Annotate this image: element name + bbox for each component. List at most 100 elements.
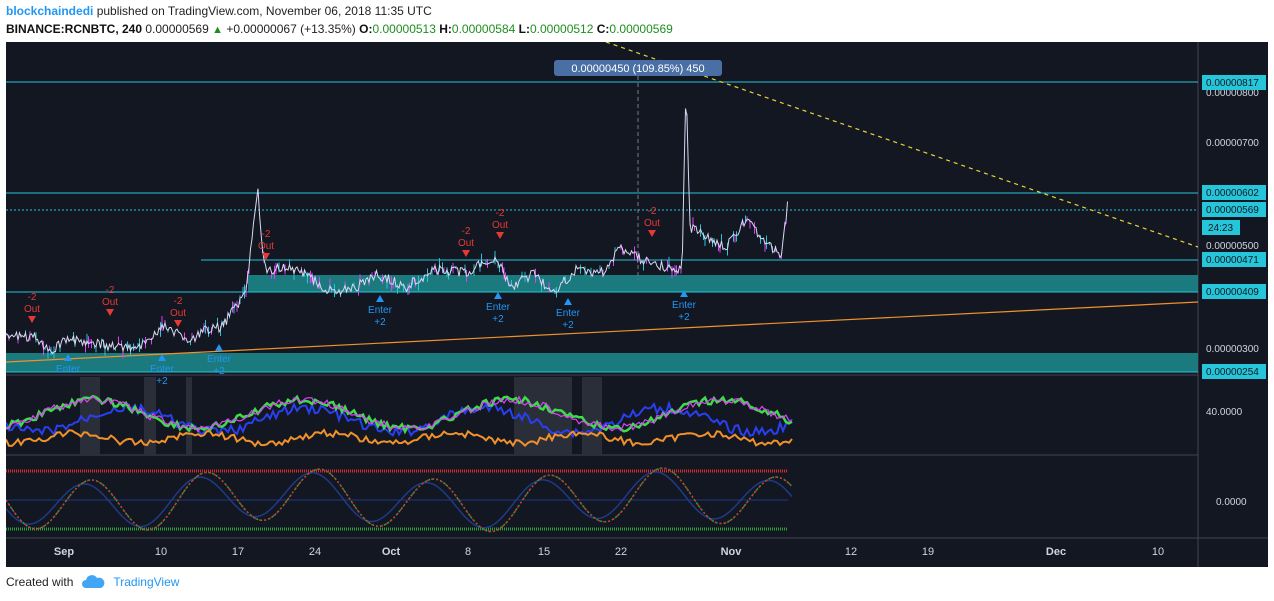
out-word-label: Out xyxy=(24,304,40,315)
enter-value-label: +2 xyxy=(678,312,690,323)
indicator-tick: 40.0000 xyxy=(1206,407,1243,418)
price-series xyxy=(6,108,788,359)
buy-arrow-icon xyxy=(158,354,166,361)
sell-arrow-icon xyxy=(106,309,114,316)
footer: Created with TradingView xyxy=(6,575,179,589)
enter-value-label: +2 xyxy=(562,320,574,331)
enter-word-label: Enter xyxy=(150,364,175,375)
time-axis[interactable]: Sep 10 17 24 Oct 8 15 22 Nov 12 19 Dec 1… xyxy=(54,546,1164,558)
price-tick: 0.00000800 xyxy=(1206,88,1259,99)
time-tick: 24 xyxy=(309,546,321,558)
price-line xyxy=(6,108,788,355)
enter-word-label: Enter xyxy=(56,364,81,375)
price-tag-box xyxy=(1202,185,1266,200)
measure-label-box xyxy=(554,60,722,76)
tradingview-link[interactable]: TradingView xyxy=(113,575,180,589)
last-price: 0.00000569 xyxy=(145,22,209,36)
low-value: 0.00000512 xyxy=(529,22,594,36)
di-plus-overlay xyxy=(6,395,793,433)
buy-arrow-icon xyxy=(564,298,572,305)
enter-word-label: Enter xyxy=(556,308,581,319)
sell-arrow-icon xyxy=(28,316,36,323)
bar-countdown: 24:23 xyxy=(1208,223,1233,234)
publish-line: blockchaindedi published on TradingView.… xyxy=(6,2,673,20)
ascending-trendline[interactable] xyxy=(6,301,1199,363)
price-tag-box xyxy=(1202,252,1266,267)
descending-trendline[interactable] xyxy=(605,42,1199,248)
chart-header: blockchaindedi published on TradingView.… xyxy=(6,2,673,39)
dmi-indicator xyxy=(6,394,793,448)
price-tag-box xyxy=(1202,364,1266,379)
enter-value-label: +2 xyxy=(374,317,386,328)
price-tag-box xyxy=(1202,75,1266,90)
author-link[interactable]: blockchaindedi xyxy=(6,4,94,18)
chart-background xyxy=(6,42,1268,567)
low-label: L: xyxy=(518,22,530,36)
enter-value-label: +2 xyxy=(213,366,225,377)
sell-arrow-icon xyxy=(648,230,656,237)
support-zone[interactable] xyxy=(6,353,1198,372)
price-tag-box xyxy=(1202,202,1266,217)
out-word-label: Out xyxy=(644,218,660,229)
time-tick: 10 xyxy=(155,546,167,558)
enter-word-label: Enter xyxy=(368,305,393,316)
out-word-label: Out xyxy=(492,220,508,231)
adx-line xyxy=(6,428,793,448)
resistance-zone[interactable] xyxy=(248,275,1198,292)
oscillator-indicator xyxy=(6,467,793,533)
countdown-box xyxy=(1202,220,1240,235)
published-text: published on TradingView.com, November 0… xyxy=(96,4,432,18)
price-tag: 0.00000817 xyxy=(1206,78,1259,89)
time-tick: 19 xyxy=(922,546,934,558)
out-word-label: Out xyxy=(258,241,274,252)
created-with-label: Created with xyxy=(6,575,74,589)
out-value-label: -2 xyxy=(106,285,115,296)
price-tag: 0.00000471 xyxy=(1206,255,1259,266)
price-change: +0.00000067 (+13.35%) xyxy=(226,22,356,36)
time-tick: Nov xyxy=(721,546,743,558)
sell-arrow-icon xyxy=(462,250,470,257)
price-tag: 0.00000254 xyxy=(1206,367,1259,378)
buy-arrow-icon xyxy=(215,344,223,351)
time-tick: Dec xyxy=(1046,546,1066,558)
out-word-label: Out xyxy=(170,308,186,319)
buy-arrow-icon xyxy=(494,292,502,299)
up-arrow-icon: ▲ xyxy=(212,24,223,36)
time-tick: 12 xyxy=(845,546,857,558)
tradingview-cloud-icon xyxy=(82,575,105,588)
out-word-label: Out xyxy=(102,297,118,308)
high-value: 0.00000584 xyxy=(451,22,516,36)
out-value-label: -2 xyxy=(462,226,471,237)
close-value: 0.00000569 xyxy=(609,22,673,36)
open-value: 0.00000513 xyxy=(372,22,436,36)
indicator-tick: 0.0000 xyxy=(1216,497,1247,508)
price-tick: 0.00000300 xyxy=(1206,344,1259,355)
out-word-label: Out xyxy=(458,238,474,249)
time-tick: 10 xyxy=(1152,546,1164,558)
price-tag-box xyxy=(1202,284,1266,299)
enter-word-label: Enter xyxy=(486,302,511,313)
price-tag: 0.00000569 xyxy=(1206,205,1259,216)
symbol-label: BINANCE:RCNBTC, 240 xyxy=(6,22,143,36)
time-tick: Oct xyxy=(382,546,401,558)
price-tick: 0.00000500 xyxy=(1206,241,1259,252)
buy-arrow-icon xyxy=(680,290,688,297)
sell-arrow-icon xyxy=(174,320,182,327)
enter-word-label: Enter xyxy=(207,354,232,365)
close-label: C: xyxy=(596,22,610,36)
out-value-label: -2 xyxy=(174,296,183,307)
price-tag: 0.00000409 xyxy=(1206,287,1259,298)
high-label: H: xyxy=(439,22,452,36)
out-value-label: -2 xyxy=(262,229,271,240)
out-value-label: -2 xyxy=(496,208,505,219)
time-tick: 17 xyxy=(232,546,244,558)
open-label: O: xyxy=(359,22,373,36)
sell-arrow-icon xyxy=(496,232,504,239)
time-tick: 8 xyxy=(465,546,471,558)
buy-arrow-icon xyxy=(64,354,72,361)
oscillator-main-red xyxy=(6,467,793,533)
out-value-label: -2 xyxy=(648,206,657,217)
price-axis[interactable]: 0.00000800 0.00000700 0.00000500 0.00000… xyxy=(1202,75,1266,508)
